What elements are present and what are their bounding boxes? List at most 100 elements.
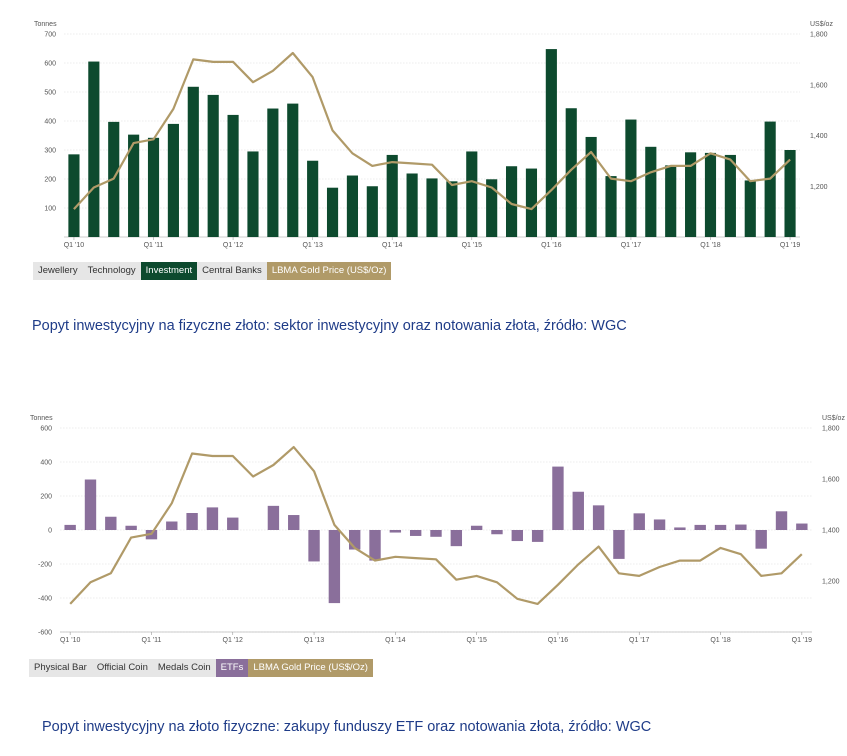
investment-chart-bar xyxy=(247,151,259,237)
etf-chart-bar xyxy=(552,466,564,530)
etf-chart-bar xyxy=(105,516,117,530)
investment-chart-y2-axis-title: US$/oz xyxy=(810,21,833,28)
legend-jewellery[interactable]: Jewellery xyxy=(33,262,83,280)
investment-chart-bar xyxy=(605,176,617,237)
investment-chart-y2-tick-label: 1,200 xyxy=(810,184,828,191)
etf-chart-y-tick-label: 0 xyxy=(48,528,52,535)
investment-chart-y-tick-label: 500 xyxy=(44,90,56,97)
investment-chart-x-tick-label: Q1 '17 xyxy=(621,242,642,249)
etf-chart-bar xyxy=(531,530,544,542)
etf-chart-bar xyxy=(653,519,666,530)
investment-chart-bar xyxy=(724,154,736,237)
investment-chart-y-tick-label: 400 xyxy=(44,119,56,126)
investment-chart-bar xyxy=(505,166,518,237)
investment-chart-bar xyxy=(267,108,279,237)
investment-chart-bar xyxy=(744,180,756,237)
investment-chart-x-tick-label: Q1 '19 xyxy=(780,242,801,249)
etf-chart-bar xyxy=(511,530,523,542)
investment-chart-y-tick-label: 100 xyxy=(44,206,56,213)
etf-chart-y-tick-label: -200 xyxy=(38,562,52,569)
etf-chart-y2-tick-label: 1,200 xyxy=(822,579,840,586)
investment-chart-bar xyxy=(366,186,378,237)
investment-chart-bar xyxy=(486,179,498,237)
investment-chart-bar xyxy=(426,178,438,237)
etf-chart-y2-axis-title: US$/oz xyxy=(822,415,845,422)
investment-chart-bar xyxy=(585,136,597,237)
investment-chart-bar xyxy=(625,119,637,237)
investment-chart-bar xyxy=(227,114,239,237)
etf-chart-bar xyxy=(84,479,97,530)
legend-official-coin[interactable]: Official Coin xyxy=(91,659,153,677)
investment-chart-y-tick-label: 300 xyxy=(44,148,56,155)
investment-chart-bar xyxy=(88,61,100,237)
investment-chart-x-tick-label: Q1 '12 xyxy=(223,242,244,249)
etf-chart: -600 -400 -200 0 200 400 600 Tonnes US$/oz 1,200 1… xyxy=(0,405,847,680)
investment-chart-bar xyxy=(565,108,577,238)
investment-chart-y2-tick-label: 1,600 xyxy=(810,82,828,89)
etf-chart-bar xyxy=(206,507,219,530)
investment-chart-bar xyxy=(187,86,199,237)
etf-chart-bar xyxy=(674,527,686,530)
etf-chart-bar xyxy=(328,530,341,604)
etf-chart-bar xyxy=(694,524,706,530)
etf-chart-bar xyxy=(450,530,463,547)
etf-chart-x-tick-label: Q1 '14 xyxy=(385,637,406,644)
legend-investment[interactable]: Investment xyxy=(140,262,198,280)
etf-chart-y-tick-label: -600 xyxy=(38,630,52,637)
etf-chart-y2-tick-label: 1,800 xyxy=(822,426,840,433)
legend-physical-bar[interactable]: Physical Bar xyxy=(29,659,92,677)
investment-chart-bar xyxy=(406,173,418,237)
etf-chart-y-tick-label: 200 xyxy=(40,494,52,501)
etf-chart-legend: Physical Bar Official Coin Medals Coin E… xyxy=(29,659,373,677)
etf-chart-bar xyxy=(288,515,300,530)
legend-central-banks[interactable]: Central Banks xyxy=(197,262,267,280)
investment-chart-x-tick-label: Q1 '10 xyxy=(64,242,85,249)
etf-chart-y-tick-label: 400 xyxy=(40,460,52,467)
legend-gold-price[interactable]: LBMA Gold Price (US$/Oz) xyxy=(248,659,373,677)
investment-chart: 100 200 300 400 500 600 700 Tonnes US$/oz 1,200 1,… xyxy=(0,0,847,290)
etf-chart-gold-price-line xyxy=(69,445,803,605)
investment-chart-bar xyxy=(466,151,478,237)
etf-chart-bar xyxy=(572,491,584,530)
etf-chart-x-tick-label: Q1 '15 xyxy=(466,637,487,644)
etf-chart-x-tick-label: Q1 '10 xyxy=(60,637,81,644)
etf-chart-y-tick-label: 600 xyxy=(40,426,52,433)
etf-chart-x-tick-label: Q1 '11 xyxy=(142,637,162,644)
legend-technology[interactable]: Technology xyxy=(82,262,141,280)
etf-chart-plot: -600 -400 -200 0 200 400 600 Tonnes US$/oz 1,200 1… xyxy=(30,415,845,644)
etf-chart-bar xyxy=(714,524,727,530)
etf-chart-bar xyxy=(186,513,198,530)
investment-chart-bar xyxy=(645,146,657,237)
legend-etfs[interactable]: ETFs xyxy=(215,659,249,677)
etf-chart-bar xyxy=(735,524,747,530)
legend-gold-price[interactable]: LBMA Gold Price (US$/Oz) xyxy=(266,262,392,280)
investment-chart-y-axis-title: Tonnes xyxy=(34,21,57,28)
etf-chart-y2-tick-label: 1,600 xyxy=(822,477,840,484)
investment-chart-x-tick-label: Q1 '16 xyxy=(541,242,562,249)
etf-chart-y2-tick-label: 1,400 xyxy=(822,528,840,535)
investment-chart-x-tick-label: Q1 '11 xyxy=(144,242,164,249)
legend-medals-coin[interactable]: Medals Coin xyxy=(152,659,216,677)
investment-chart-x-tick-label: Q1 '15 xyxy=(462,242,483,249)
etf-chart-bar xyxy=(125,525,137,530)
investment-chart-bar xyxy=(665,165,677,237)
etf-chart-bar xyxy=(775,511,788,530)
investment-chart-bar xyxy=(346,175,359,237)
investment-chart-y-tick-label: 700 xyxy=(44,32,56,39)
investment-chart-bar xyxy=(326,187,339,237)
etf-chart-bar xyxy=(267,505,280,530)
investment-chart-bar xyxy=(525,168,538,237)
investment-chart-bar xyxy=(545,49,557,237)
investment-chart-y-tick-label: 200 xyxy=(44,177,56,184)
investment-chart-plot: 100 200 300 400 500 600 700 Tonnes US$/oz 1,200 1,… xyxy=(34,21,833,249)
etf-chart-bar xyxy=(64,524,76,530)
etf-chart-x-tick-label: Q1 '18 xyxy=(710,637,731,644)
investment-chart-bar xyxy=(287,103,299,237)
investment-chart-bar xyxy=(147,137,160,237)
etf-chart-x-tick-label: Q1 '16 xyxy=(548,637,569,644)
investment-chart-x-tick-label: Q1 '13 xyxy=(302,242,323,249)
investment-chart-bar xyxy=(446,181,458,237)
investment-chart-bar xyxy=(784,150,796,237)
etf-chart-x-tick-label: Q1 '19 xyxy=(792,637,813,644)
investment-chart-x-tick-label: Q1 '18 xyxy=(700,242,721,249)
